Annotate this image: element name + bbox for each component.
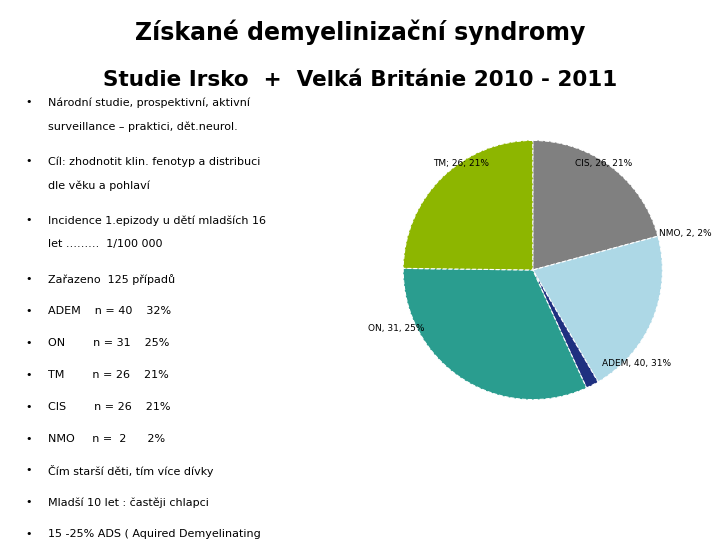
Text: Cíl: zhodnotit klin. fenotyp a distribuci: Cíl: zhodnotit klin. fenotyp a distribuc…: [48, 156, 261, 167]
Text: let ………  1/100 000: let ……… 1/100 000: [48, 239, 163, 249]
Text: Získané demyelinizační syndromy: Získané demyelinizační syndromy: [135, 19, 585, 45]
Wedge shape: [403, 140, 533, 270]
Text: CIS, 26, 21%: CIS, 26, 21%: [575, 159, 633, 168]
Text: CIS        n = 26    21%: CIS n = 26 21%: [48, 402, 171, 411]
Text: ADEM, 40, 31%: ADEM, 40, 31%: [602, 359, 671, 368]
Text: Studie Irsko  +  Velká Británie 2010 - 2011: Studie Irsko + Velká Británie 2010 - 201…: [103, 70, 617, 90]
Text: •: •: [26, 306, 32, 316]
Text: TM; 26; 21%: TM; 26; 21%: [433, 159, 490, 168]
Text: •: •: [26, 274, 32, 284]
Text: 15 -25% ADS ( Aquired Demyelinating: 15 -25% ADS ( Aquired Demyelinating: [48, 529, 261, 539]
Text: ON        n = 31    25%: ON n = 31 25%: [48, 338, 169, 348]
Text: Mladší 10 let : častěji chlapci: Mladší 10 let : častěji chlapci: [48, 497, 209, 508]
Text: Národní studie, prospektivní, aktivní: Národní studie, prospektivní, aktivní: [48, 97, 250, 107]
Text: ADEM    n = 40    32%: ADEM n = 40 32%: [48, 306, 171, 316]
Text: NMO, 2, 2%: NMO, 2, 2%: [660, 229, 712, 238]
Text: •: •: [26, 497, 32, 507]
Wedge shape: [533, 140, 658, 270]
Text: NMO     n =  2      2%: NMO n = 2 2%: [48, 434, 165, 443]
Text: Incidence 1.epizody u dětí mladších 16: Incidence 1.epizody u dětí mladších 16: [48, 215, 266, 226]
Wedge shape: [533, 236, 662, 382]
Text: surveillance – praktici, dět.neurol.: surveillance – praktici, dět.neurol.: [48, 122, 238, 132]
Wedge shape: [533, 270, 598, 388]
Text: •: •: [26, 338, 32, 348]
Text: •: •: [26, 402, 32, 411]
Text: •: •: [26, 156, 32, 166]
Text: •: •: [26, 434, 32, 443]
Text: Čím starší děti, tím více dívky: Čím starší děti, tím více dívky: [48, 465, 214, 477]
Text: ON, 31, 25%: ON, 31, 25%: [369, 324, 425, 333]
Text: Zařazeno  125 případů: Zařazeno 125 případů: [48, 274, 175, 285]
Text: •: •: [26, 529, 32, 539]
Text: TM        n = 26    21%: TM n = 26 21%: [48, 370, 169, 380]
Text: •: •: [26, 215, 32, 225]
Text: •: •: [26, 370, 32, 380]
Text: dle věku a pohlaví: dle věku a pohlaví: [48, 180, 150, 191]
Text: •: •: [26, 465, 32, 475]
Text: •: •: [26, 97, 32, 107]
Wedge shape: [403, 268, 587, 400]
